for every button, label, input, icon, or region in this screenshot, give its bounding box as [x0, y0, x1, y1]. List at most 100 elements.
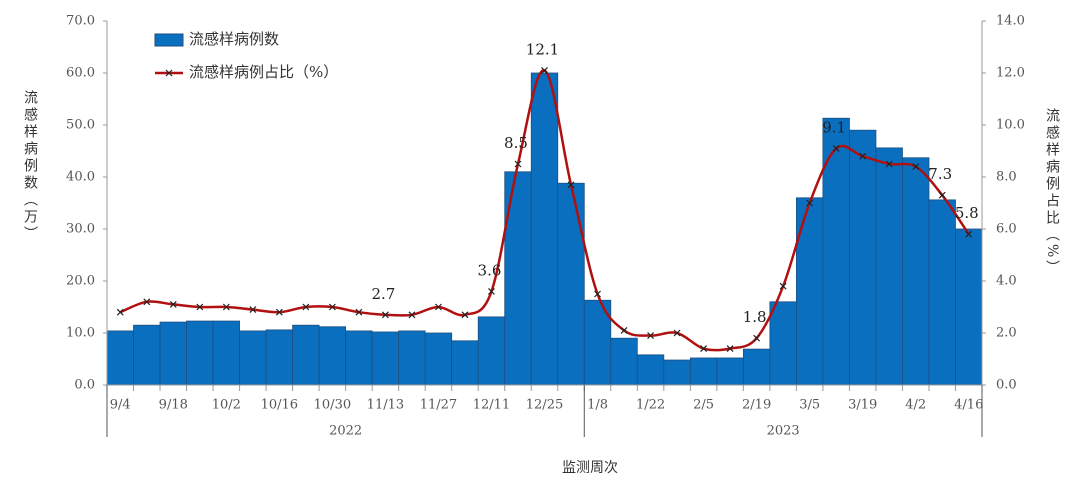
x-tick-label: 4/2 — [905, 398, 926, 413]
y-axis-title: 流感样病例数（万） — [22, 90, 38, 243]
bar — [530, 72, 559, 386]
bar — [742, 348, 771, 386]
marker — [806, 199, 814, 207]
legend-label: 流感样病例数 — [189, 30, 279, 48]
bar — [636, 354, 665, 386]
marker — [726, 345, 734, 353]
y-tick-label: 10.0 — [66, 326, 95, 341]
marker — [859, 152, 867, 160]
marker — [700, 345, 708, 353]
marker — [753, 334, 761, 342]
marker — [620, 326, 628, 334]
bar — [186, 320, 214, 386]
x-tick-label: 3/5 — [799, 398, 820, 413]
y-tick-label: 20.0 — [66, 274, 95, 289]
marker — [275, 308, 283, 316]
marker — [143, 298, 151, 306]
y-tick-label: 0.0 — [74, 378, 95, 393]
x-tick-label: 11/13 — [367, 398, 404, 413]
bar — [345, 330, 373, 386]
data-label: 9.1 — [822, 118, 846, 136]
bar — [398, 330, 426, 386]
x-axis-title: 监测周次 — [562, 460, 618, 476]
bar — [424, 332, 453, 386]
marker — [965, 230, 973, 238]
marker — [567, 181, 575, 189]
x-tick-label: 9/4 — [110, 398, 131, 413]
marker — [885, 160, 893, 168]
legend-swatch — [154, 33, 184, 47]
marker — [938, 191, 946, 199]
bar — [689, 357, 718, 386]
y2-tick-label: 0.0 — [996, 378, 1017, 393]
x-tick-label: 9/18 — [159, 398, 188, 413]
bar — [451, 340, 479, 386]
bar — [610, 337, 638, 386]
bar — [875, 147, 903, 386]
bar — [212, 320, 240, 386]
marker — [435, 303, 442, 311]
y-tick-label: 70.0 — [66, 14, 95, 29]
y-tick-label: 50.0 — [66, 118, 95, 133]
marker — [541, 66, 548, 74]
bar — [371, 331, 400, 386]
x-tick-label: 12/25 — [526, 398, 563, 413]
bar — [795, 197, 824, 386]
x-tick-label: 11/27 — [420, 398, 457, 413]
data-label: 3.6 — [478, 261, 502, 279]
x-tick-label: 10/2 — [212, 398, 241, 413]
bar — [902, 157, 930, 386]
y-tick-label: 60.0 — [66, 66, 95, 81]
x-tick-label: 1/22 — [636, 398, 665, 413]
bar — [557, 182, 585, 386]
y2-tick-label: 12.0 — [996, 66, 1025, 81]
marker — [381, 311, 389, 319]
bar — [663, 359, 691, 386]
marker — [594, 290, 601, 298]
bar — [318, 326, 347, 386]
data-label: 5.8 — [955, 204, 979, 222]
x-tick-label: 1/8 — [587, 398, 608, 413]
marker — [647, 332, 654, 340]
y2-tick-label: 4.0 — [996, 274, 1017, 289]
marker — [408, 311, 416, 319]
bar — [477, 316, 506, 386]
bar — [292, 324, 320, 386]
y-tick-label: 30.0 — [66, 222, 95, 237]
bar — [769, 301, 797, 386]
bar — [928, 199, 956, 386]
x-tick-label: 10/16 — [261, 398, 298, 413]
y2-axis-title: 流感样病例占比（%） — [1044, 108, 1060, 277]
data-label: 2.7 — [371, 285, 395, 303]
x-tick-label: 2/19 — [742, 398, 771, 413]
x-tick-label: 2/5 — [693, 398, 714, 413]
bar — [955, 228, 983, 386]
marker — [514, 160, 522, 168]
data-label: 12.1 — [526, 40, 559, 58]
marker — [832, 144, 840, 152]
marker — [461, 311, 469, 319]
legend-marker — [165, 69, 173, 77]
bar — [849, 129, 877, 386]
y2-tick-label: 8.0 — [996, 170, 1017, 185]
data-label: 7.3 — [928, 165, 952, 183]
bar — [716, 357, 744, 386]
marker — [249, 306, 257, 314]
y2-tick-label: 10.0 — [996, 118, 1025, 133]
x-tick-label: 12/11 — [473, 398, 510, 413]
y2-tick-label: 14.0 — [996, 14, 1025, 29]
y2-tick-label: 2.0 — [996, 326, 1017, 341]
marker — [169, 300, 177, 308]
x-tick-label: 4/16 — [954, 398, 983, 413]
marker — [302, 303, 310, 311]
marker — [328, 303, 336, 311]
data-label: 8.5 — [504, 134, 528, 152]
marker — [196, 303, 204, 311]
bar — [265, 329, 294, 386]
bar — [159, 321, 187, 386]
legend-label: 流感样病例占比（%） — [189, 63, 338, 81]
bar — [239, 330, 267, 386]
marker — [355, 308, 363, 316]
